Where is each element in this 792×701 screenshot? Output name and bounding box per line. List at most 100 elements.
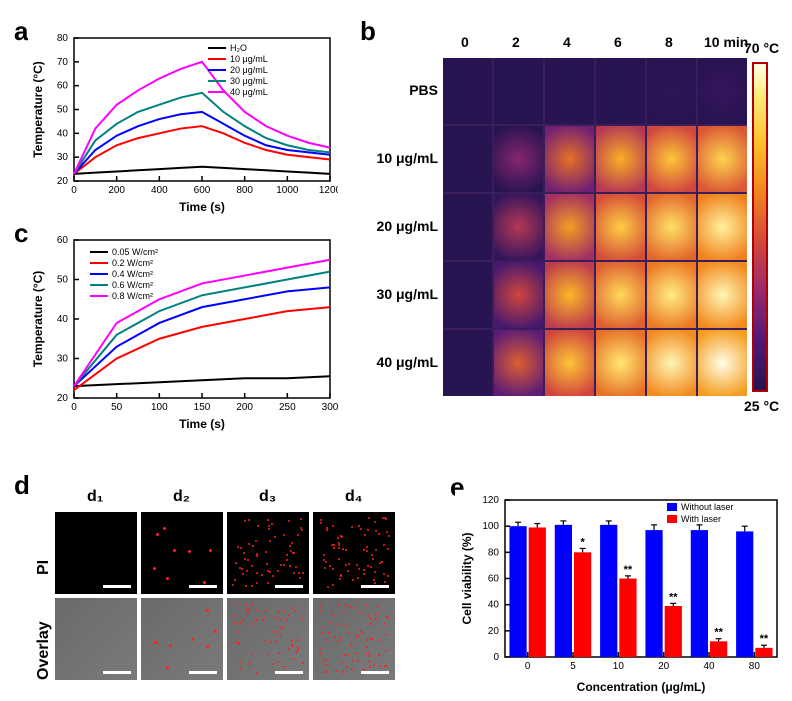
svg-text:120: 120: [482, 495, 499, 506]
microscopy-image: [141, 512, 223, 594]
svg-text:20: 20: [488, 626, 500, 637]
svg-text:0: 0: [71, 185, 77, 196]
heatmap-cell: [596, 58, 645, 124]
heatmap-cell: [494, 126, 543, 192]
panel-c-label: c: [14, 218, 28, 249]
svg-text:40: 40: [703, 661, 715, 672]
panel-a-chart: 02004006008001000120020304050607080Time …: [28, 30, 338, 215]
svg-text:30: 30: [57, 354, 69, 365]
svg-text:0: 0: [493, 652, 499, 663]
microscopy-image: [55, 598, 137, 680]
svg-text:H₂O: H₂O: [230, 43, 247, 53]
heatmap-cell: [698, 194, 747, 260]
svg-text:Time (s): Time (s): [179, 417, 225, 431]
svg-text:0.2 W/cm²: 0.2 W/cm²: [112, 258, 153, 268]
heatmap-cell: [647, 194, 696, 260]
svg-text:100: 100: [151, 402, 168, 413]
svg-text:**: **: [669, 591, 678, 603]
svg-text:50: 50: [111, 402, 123, 413]
svg-text:250: 250: [279, 402, 296, 413]
microscopy-image: [227, 598, 309, 680]
heatmap-row-label: 10 μg/mL: [360, 150, 438, 166]
svg-text:1000: 1000: [276, 185, 299, 196]
panel-a-svg: 02004006008001000120020304050607080Time …: [28, 30, 338, 215]
svg-text:40: 40: [57, 128, 69, 139]
heatmap-row-label: 40 μg/mL: [360, 354, 438, 370]
svg-text:20: 20: [57, 176, 69, 187]
panel-d-col-label: d₁: [87, 488, 103, 506]
panel-d-col-label: d₃: [259, 488, 276, 506]
svg-text:Temperature (°C): Temperature (°C): [31, 61, 45, 158]
heatmap-col-label: 4: [563, 34, 571, 50]
svg-text:20: 20: [658, 661, 670, 672]
panel-c-svg: 0501001502002503002030405060Time (s)Temp…: [28, 232, 338, 432]
panel-a-label: a: [14, 16, 28, 47]
svg-text:20 μg/mL: 20 μg/mL: [230, 65, 268, 75]
svg-text:**: **: [760, 633, 769, 645]
heatmap-col-label: 0: [461, 34, 469, 50]
svg-text:0.05 W/cm²: 0.05 W/cm²: [112, 247, 158, 257]
svg-text:*: *: [580, 536, 585, 548]
scalebar: [275, 585, 303, 588]
heatmap-cell: [545, 330, 594, 396]
svg-text:1200: 1200: [319, 185, 338, 196]
heatmap-cell: [443, 58, 492, 124]
heatmap-cell: [443, 330, 492, 396]
svg-text:100: 100: [482, 521, 499, 532]
scalebar: [103, 671, 131, 674]
heatmap-cell: [494, 194, 543, 260]
microscopy-image: [227, 512, 309, 594]
heatmap-cell: [545, 126, 594, 192]
svg-text:50: 50: [57, 105, 69, 116]
svg-text:800: 800: [236, 185, 253, 196]
heatmap-cell: [596, 262, 645, 328]
svg-text:Cell viability (%): Cell viability (%): [460, 532, 474, 624]
heatmap-row-label: 20 μg/mL: [360, 218, 438, 234]
panel-d-col-label: d₄: [345, 488, 362, 506]
heatmap-cell: [443, 194, 492, 260]
scalebar: [361, 585, 389, 588]
heatmap-cell: [494, 58, 543, 124]
svg-text:600: 600: [194, 185, 211, 196]
panel-e-svg: 0204060801001200510204080*********Concen…: [455, 490, 785, 695]
scalebar: [189, 585, 217, 588]
heatmap-cell: [494, 262, 543, 328]
svg-text:Temperature (°C): Temperature (°C): [31, 271, 45, 368]
panel-b-label: b: [360, 16, 376, 47]
svg-text:40: 40: [57, 314, 69, 325]
svg-text:Without laser: Without laser: [681, 502, 734, 512]
heatmap-cell: [596, 330, 645, 396]
svg-text:80: 80: [749, 661, 761, 672]
svg-text:70: 70: [57, 57, 69, 68]
svg-text:0: 0: [525, 661, 531, 672]
svg-text:5: 5: [570, 661, 576, 672]
svg-text:60: 60: [57, 235, 69, 246]
scalebar: [189, 671, 217, 674]
svg-text:0: 0: [71, 402, 77, 413]
microscopy-image: [313, 598, 395, 680]
svg-text:150: 150: [194, 402, 211, 413]
svg-text:0.4 W/cm²: 0.4 W/cm²: [112, 269, 153, 279]
heatmap-cell: [494, 330, 543, 396]
svg-text:10 μg/mL: 10 μg/mL: [230, 54, 268, 64]
svg-text:40 μg/mL: 40 μg/mL: [230, 87, 268, 97]
microscopy-image: [141, 598, 223, 680]
svg-text:**: **: [714, 627, 723, 639]
svg-text:Concentration (μg/mL): Concentration (μg/mL): [577, 680, 706, 694]
panel-d-row-overlay: Overlay: [35, 621, 53, 680]
svg-text:60: 60: [57, 81, 69, 92]
microscopy-image: [55, 512, 137, 594]
heatmap-cell: [545, 194, 594, 260]
heatmap-row-label: 30 μg/mL: [360, 286, 438, 302]
svg-text:0.8 W/cm²: 0.8 W/cm²: [112, 291, 153, 301]
scalebar: [275, 671, 303, 674]
panel-d-grid: [55, 512, 395, 680]
svg-text:20: 20: [57, 393, 69, 404]
colorbar-max-label: 70 °C: [744, 40, 779, 56]
panel-d-row-pi: PI: [35, 560, 53, 575]
heatmap-cell: [443, 262, 492, 328]
microscopy-image: [313, 512, 395, 594]
svg-text:300: 300: [322, 402, 338, 413]
heatmap-row-label: PBS: [360, 82, 438, 98]
heatmap-cell: [698, 126, 747, 192]
